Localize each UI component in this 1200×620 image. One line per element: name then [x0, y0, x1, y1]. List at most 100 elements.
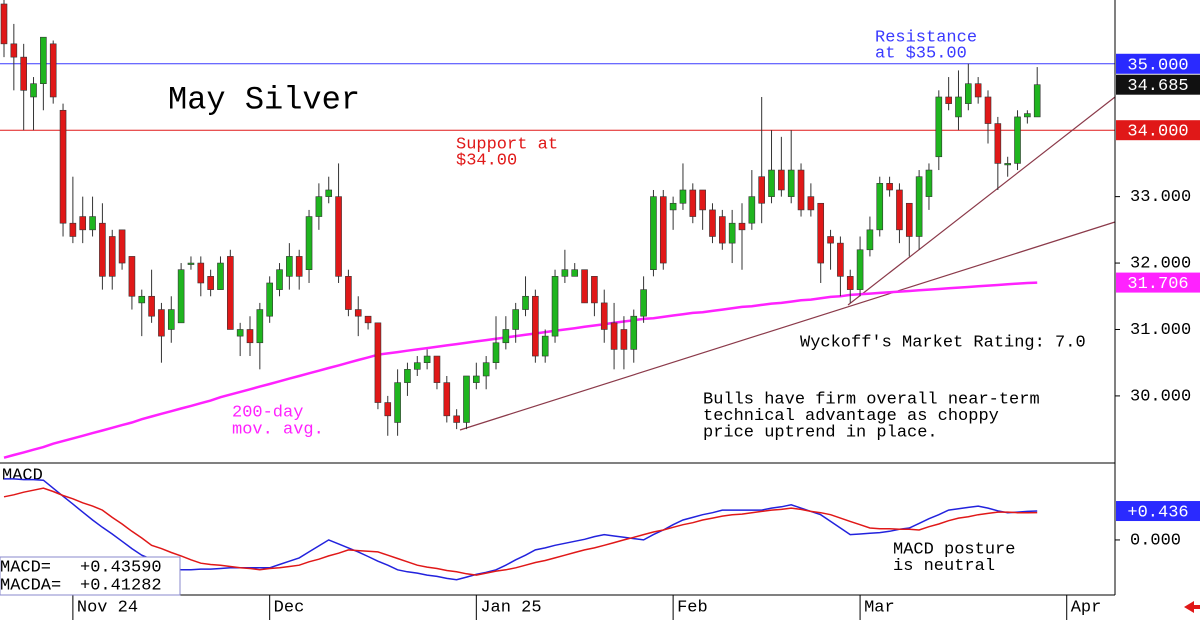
candle-body	[256, 309, 264, 344]
candle-body	[0, 3, 8, 45]
candle-body	[30, 83, 37, 98]
y-tick-label: 0.000	[1130, 531, 1181, 550]
price-tag	[1116, 501, 1200, 522]
candle-body	[571, 269, 579, 277]
candle-body	[502, 329, 510, 344]
candle-body	[1033, 84, 1041, 118]
candle-body	[630, 315, 638, 350]
ma-label: 200-day	[232, 403, 303, 422]
candle-body	[945, 96, 952, 104]
candle-body	[443, 382, 451, 417]
candle-body	[561, 269, 569, 277]
price-tag-label: 31.706	[1127, 275, 1188, 294]
candle-body	[207, 276, 214, 290]
candle-body	[177, 269, 185, 324]
candle-body	[335, 196, 342, 277]
candle-body	[20, 56, 27, 91]
candle-body	[433, 355, 441, 383]
candle-body	[896, 189, 903, 231]
candle-body	[905, 202, 913, 237]
annotation: Bulls have firm overall near-term	[703, 390, 1040, 409]
x-tick-label: Dec	[274, 598, 305, 617]
candle-body	[955, 96, 962, 118]
candle-body	[650, 196, 657, 270]
candle-body	[974, 83, 982, 98]
readout-label: MACDA=	[0, 576, 61, 595]
y-tick-label: 31.000	[1130, 321, 1191, 340]
price-tag-label: 34.685	[1127, 77, 1188, 96]
chart-title: May Silver	[168, 81, 360, 118]
candle-body	[276, 269, 283, 290]
candle-body	[423, 355, 431, 363]
candle-body	[99, 222, 106, 277]
candle-body	[837, 242, 844, 277]
candle-body	[551, 276, 559, 337]
candle-body	[640, 289, 647, 317]
candle-body	[305, 216, 313, 270]
readout-value: +0.41282	[80, 576, 162, 595]
candle-body	[69, 222, 77, 237]
candle-body	[935, 96, 943, 158]
candle-body	[158, 309, 165, 337]
candle-body	[394, 382, 401, 423]
candle-body	[984, 96, 992, 124]
candle-body	[669, 202, 677, 211]
x-tick-label: Jan 25	[480, 598, 541, 617]
candle-body	[886, 183, 893, 191]
candle-body	[413, 362, 421, 370]
candle-body	[778, 169, 785, 191]
candle-body	[49, 43, 57, 98]
candle-body	[197, 262, 205, 284]
readout-box	[0, 556, 181, 596]
candle-body	[89, 216, 96, 231]
candle-body	[10, 43, 18, 58]
candle-body	[345, 276, 352, 310]
candle-body	[748, 196, 756, 224]
candle-body	[659, 196, 667, 264]
candle-body	[817, 202, 825, 264]
candle-body	[227, 256, 234, 330]
candle-body	[167, 309, 175, 330]
level-label: at $35.00	[875, 44, 967, 63]
candle-body	[541, 335, 549, 357]
candle-body	[266, 282, 273, 317]
candle-body	[217, 262, 224, 290]
candle-body	[600, 302, 608, 330]
candle-body	[768, 169, 775, 197]
candle-body	[404, 369, 411, 383]
ma-label: mov. avg.	[232, 420, 324, 439]
candle-body	[846, 276, 854, 290]
candle-body	[246, 329, 254, 344]
arrow-icon	[1184, 601, 1194, 613]
arrow-icon	[1194, 605, 1200, 609]
panel-title: MACD	[2, 466, 43, 485]
level-label: $34.00	[456, 151, 517, 170]
candle-body	[1014, 116, 1021, 164]
candle-body	[689, 189, 697, 217]
price-tag	[1116, 120, 1200, 141]
candle-body	[108, 236, 116, 277]
candle-body	[236, 329, 244, 337]
candle-body	[709, 209, 716, 237]
candle-body	[482, 362, 490, 377]
candle-body	[856, 249, 864, 290]
x-tick-label: Feb	[677, 598, 708, 617]
level-label: Resistance	[875, 28, 977, 47]
candle-body	[364, 315, 372, 324]
candle-body	[315, 196, 323, 217]
candle-body	[512, 309, 519, 330]
readout-value: +0.43590	[80, 558, 162, 577]
y-tick-label: 32.000	[1130, 255, 1191, 274]
annotation: is neutral	[893, 557, 995, 576]
candle-body	[620, 329, 628, 350]
annotation: technical advantage as choppy	[703, 407, 999, 426]
candle-body	[591, 276, 598, 304]
candle-body	[59, 109, 67, 224]
candle-body	[187, 262, 195, 265]
y-tick-label: 30.000	[1130, 387, 1191, 406]
annotation: MACD posture	[893, 540, 1015, 559]
y-tick-label: 33.000	[1130, 188, 1191, 207]
readout-label: MACD=	[0, 558, 51, 577]
